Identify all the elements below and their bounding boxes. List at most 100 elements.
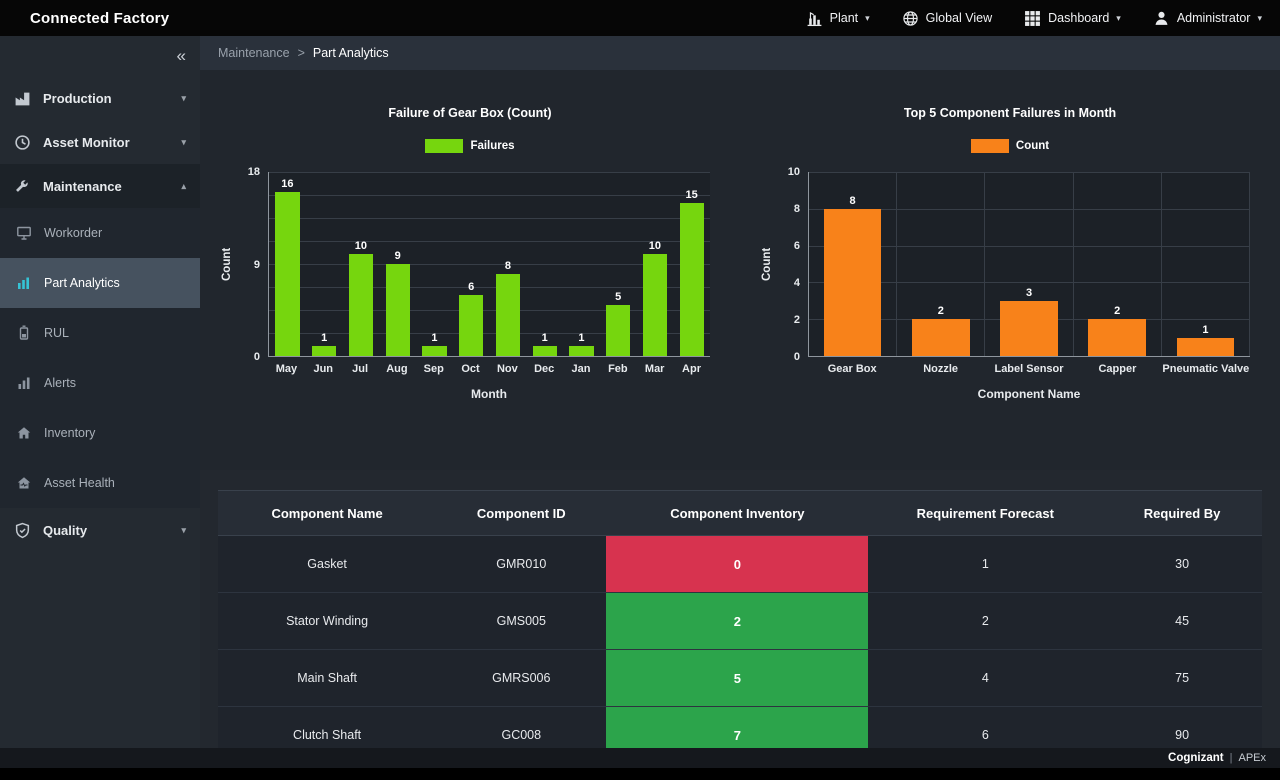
cell-component-inventory: 5 xyxy=(606,650,869,706)
sidebar-item-workorder[interactable]: Workorder xyxy=(0,208,200,258)
y-tick-label: 10 xyxy=(787,166,800,178)
component-table: Component Name Component ID Component Inve… xyxy=(218,490,1262,748)
sidebar-item-part-analytics[interactable]: Part Analytics xyxy=(0,258,200,308)
breadcrumb-parent[interactable]: Maintenance xyxy=(218,46,290,60)
chevron-down-icon: ▾ xyxy=(181,92,186,103)
x-tick-label: Jun xyxy=(313,363,334,375)
bar[interactable] xyxy=(385,264,410,356)
x-tick-label: Capper xyxy=(1098,363,1137,375)
plant-menu[interactable]: Plant ▾ xyxy=(806,10,870,27)
bar[interactable] xyxy=(459,294,484,356)
cell-requirement-forecast: 4 xyxy=(981,671,989,685)
bar-value-label: 9 xyxy=(394,250,401,262)
globe-icon xyxy=(902,10,919,27)
x-tick-label: Sep xyxy=(423,363,444,375)
sidebar-item-alerts[interactable]: Alerts xyxy=(0,358,200,408)
bar-value-label: 5 xyxy=(615,290,622,303)
factory-icon xyxy=(14,90,32,107)
column-header: Requirement Forecast xyxy=(916,505,1054,521)
y-tick-label: 2 xyxy=(793,314,800,326)
bar[interactable] xyxy=(679,202,704,356)
global-view-menu[interactable]: Global View xyxy=(902,10,992,27)
x-axis-ticks: Gear Box Nozzle Label Sensor Capper Pneumati… xyxy=(808,363,1250,375)
chart-body: Count 0 2 4 6 8 10 8 2 3 2 1 Gear Box Nozzle Label Sen… xyxy=(760,166,1260,401)
y-tick-label: 0 xyxy=(253,351,260,363)
chevron-down-icon: ▾ xyxy=(181,136,186,147)
sidebar-item-label: Alerts xyxy=(44,376,76,390)
x-tick-label: Jan xyxy=(571,363,591,375)
bar-slot: 2 xyxy=(1074,172,1162,356)
sidebar-item-maintenance[interactable]: Maintenance ▴ xyxy=(0,164,200,208)
bar-slot: 10 xyxy=(343,172,380,356)
bar-value-label: 3 xyxy=(1025,286,1033,299)
bar[interactable] xyxy=(495,274,520,356)
bar[interactable] xyxy=(312,345,337,356)
legend-swatch xyxy=(970,139,1009,153)
bar[interactable] xyxy=(569,345,594,356)
bar-slot: 5 xyxy=(600,172,637,356)
bar[interactable] xyxy=(1000,300,1058,356)
bar-value-label: 8 xyxy=(849,194,856,207)
bar-value-label: 10 xyxy=(648,239,661,252)
sidebar-item-asset-health[interactable]: Asset Health xyxy=(0,458,200,508)
chart-legend[interactable]: Failures xyxy=(220,138,720,154)
monitor-icon xyxy=(16,225,33,241)
bar[interactable] xyxy=(1088,319,1146,356)
breadcrumb: Maintenance > Part Analytics xyxy=(200,36,1280,70)
chart-legend[interactable]: Count xyxy=(760,138,1260,154)
bar-value-label: 1 xyxy=(1202,323,1209,336)
dashboard-menu[interactable]: Dashboard ▾ xyxy=(1024,10,1121,27)
chevron-down-icon: ▾ xyxy=(181,524,186,535)
sidebar-item-quality[interactable]: Quality ▾ xyxy=(0,508,200,552)
bar[interactable] xyxy=(823,208,882,356)
main-content: Maintenance > Part Analytics Failure of … xyxy=(200,36,1280,748)
footer-brand: Cognizant xyxy=(1168,752,1224,764)
gridline xyxy=(269,333,710,334)
legend-label: Failures xyxy=(470,140,515,152)
breadcrumb-separator: > xyxy=(297,46,305,60)
sidebar-collapse-row: « xyxy=(0,36,200,76)
grid-icon xyxy=(1024,10,1041,27)
cell-component-id: GMS005 xyxy=(496,614,546,628)
sidebar-item-label: Workorder xyxy=(44,226,103,240)
x-tick-label: Aug xyxy=(386,363,408,375)
bar-slot: 9 xyxy=(379,172,416,356)
bar[interactable] xyxy=(348,253,373,356)
gridline xyxy=(269,218,710,219)
x-axis-title: Month xyxy=(471,387,507,401)
cell-component-id: GMR010 xyxy=(496,557,547,571)
gridline xyxy=(269,195,710,196)
topbar: Connected Factory Plant ▾ Global View Da… xyxy=(0,0,1280,36)
sidebar-item-production[interactable]: Production ▾ xyxy=(0,76,200,120)
bar-value-label: 16 xyxy=(281,178,294,191)
user-icon xyxy=(1153,10,1170,27)
bar[interactable] xyxy=(912,319,970,356)
gridline xyxy=(269,310,710,311)
sidebar-item-inventory[interactable]: Inventory xyxy=(0,408,200,458)
sidebar-item-rul[interactable]: RUL xyxy=(0,308,200,358)
bar-slot: 1 xyxy=(416,172,453,356)
plot-area: 8 2 3 2 1 xyxy=(808,172,1251,357)
administrator-menu[interactable]: Administrator ▾ xyxy=(1153,10,1262,27)
bar[interactable] xyxy=(1176,337,1235,356)
bar-value-label: 1 xyxy=(541,331,548,344)
cell-component-name: Main Shaft xyxy=(297,671,357,685)
x-tick-label: Nozzle xyxy=(923,363,959,375)
x-tick-label: Jul xyxy=(352,363,369,375)
bar[interactable] xyxy=(422,345,447,356)
bar[interactable] xyxy=(606,304,631,356)
footer-separator: | xyxy=(1229,752,1233,764)
gridline xyxy=(809,282,1250,284)
bar-value-label: 15 xyxy=(685,188,698,201)
x-tick-label: Dec xyxy=(534,363,555,375)
shield-icon xyxy=(14,522,32,539)
bar-slot: 2 xyxy=(897,172,986,356)
bar[interactable] xyxy=(275,192,300,356)
bar-slot: 6 xyxy=(453,172,490,356)
table-header-row: Component Name Component ID Component Inve… xyxy=(218,490,1262,536)
bar[interactable] xyxy=(532,345,557,356)
collapse-sidebar-icon[interactable]: « xyxy=(176,46,186,65)
sidebar-item-asset-monitor[interactable]: Asset Monitor ▾ xyxy=(0,120,200,164)
chart-body: Count 0 9 18 16 1 10 9 1 6 8 1 1 5 10 15 May Jun Jul Aug Sep… xyxy=(220,166,720,401)
bar[interactable] xyxy=(642,253,667,356)
